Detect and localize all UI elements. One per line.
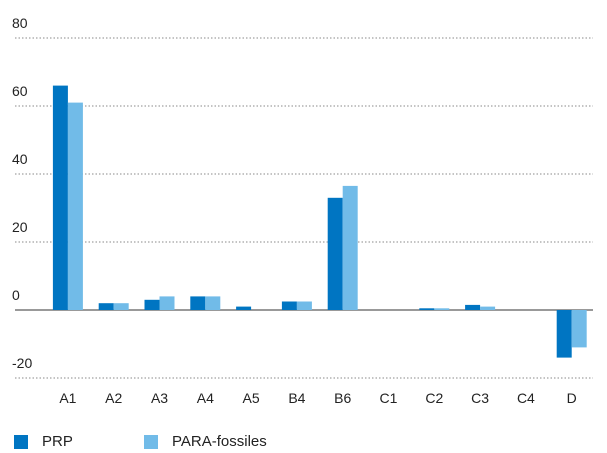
x-category-label: C3 [471,390,489,406]
y-tick-label: 60 [12,83,28,99]
bar-prp-c2 [419,308,435,310]
bar-para-fossiles-b6 [342,185,358,310]
bar-para-fossiles-a2 [113,303,129,310]
bar-para-fossiles-a4 [205,296,221,310]
bar-para-fossiles-a3 [159,296,175,310]
x-category-label: C1 [380,390,398,406]
bar-para-fossiles-a1 [67,102,83,310]
legend-swatch-prp [14,435,28,449]
y-tick-label: -20 [12,355,32,371]
bar-para-fossiles-c2 [434,308,450,310]
bar-para-fossiles-b4 [296,301,312,310]
legend-item-para-fossiles: PARA-fossiles [144,434,267,450]
bar-prp-c3 [465,304,481,310]
y-tick-label: 40 [12,151,28,167]
bar-para-fossiles-c3 [480,306,496,310]
bar-para-fossiles-d [571,310,587,348]
x-axis-category-labels: A1 A2 A3 A4 A5 B4 B6 C1 C2 C3 C4 D [59,390,576,406]
bar-prp-b4 [281,301,297,310]
x-category-label: D [567,390,577,406]
bar-prp-a5 [236,306,252,310]
y-tick-label: 20 [12,219,28,235]
x-category-label: A3 [151,390,168,406]
bar-prp-d [556,310,572,358]
x-category-label: A4 [197,390,214,406]
bar-prp-a1 [52,85,68,310]
bars [52,85,587,358]
x-category-label: A2 [105,390,122,406]
x-category-label: C4 [517,390,535,406]
gridlines [15,37,593,379]
x-category-label: C2 [425,390,443,406]
bar-prp-a3 [144,299,160,310]
legend-label-para-fossiles: PARA-fossiles [172,433,267,450]
x-category-label: B4 [288,390,305,406]
y-tick-label: 0 [12,287,20,303]
y-tick-label: 80 [12,15,28,31]
bar-prp-a2 [98,303,114,310]
bar-prp-b6 [327,197,343,310]
legend: PRP PARA-fossiles [14,434,267,450]
legend-label-prp: PRP [42,433,73,450]
bar-prp-a4 [190,296,206,310]
y-axis-ticks: 80 60 40 20 0 -20 [12,15,32,371]
x-category-label: A1 [59,390,76,406]
legend-swatch-para-fossiles [144,435,158,449]
legend-item-prp: PRP [14,434,144,450]
x-category-label: B6 [334,390,351,406]
x-category-label: A5 [243,390,260,406]
